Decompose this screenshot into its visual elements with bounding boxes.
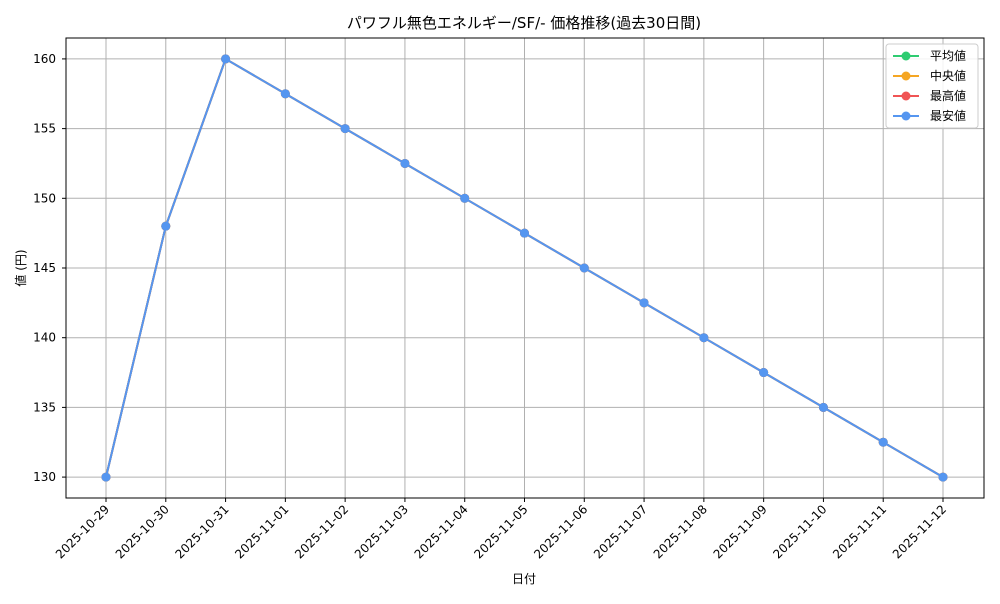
x-tick-label: 2025-10-29	[53, 502, 112, 561]
legend-label: 平均値	[930, 48, 966, 63]
y-tick-label: 135	[33, 400, 56, 414]
x-tick-label: 2025-11-10	[770, 502, 829, 561]
x-tick-label: 2025-11-03	[352, 502, 411, 561]
x-tick-label: 2025-11-01	[232, 502, 291, 561]
y-axis: 130 135 140 145 150 155 160	[33, 52, 66, 484]
x-tick-label: 2025-11-04	[412, 502, 471, 561]
data-point	[161, 221, 171, 231]
x-tick-label: 2025-11-09	[711, 502, 770, 561]
data-point	[699, 333, 709, 343]
data-point	[280, 89, 290, 99]
series-group	[101, 54, 948, 482]
grid	[66, 38, 984, 498]
x-tick-label: 2025-10-31	[172, 502, 231, 561]
legend-label: 中央値	[930, 68, 966, 83]
y-tick-label: 130	[33, 470, 56, 484]
data-point	[759, 368, 769, 378]
y-tick-label: 150	[33, 191, 56, 205]
legend-item: 最高値	[893, 88, 966, 103]
x-axis: 2025-10-29 2025-10-30 2025-10-31 2025-11-01…	[53, 498, 949, 561]
x-axis-label: 日付	[512, 572, 536, 586]
x-tick-label: 2025-10-30	[113, 502, 172, 561]
x-tick-label: 2025-11-05	[471, 502, 530, 561]
legend-marker	[901, 91, 911, 101]
y-tick-label: 140	[33, 331, 56, 345]
x-tick-label: 2025-11-12	[890, 502, 949, 561]
y-tick-label: 155	[33, 122, 56, 136]
series-最安値	[101, 54, 948, 482]
legend-marker	[901, 51, 911, 61]
data-point	[460, 193, 470, 203]
y-tick-label: 160	[33, 52, 56, 66]
x-tick-label: 2025-11-07	[591, 502, 650, 561]
legend-label: 最高値	[930, 88, 966, 103]
data-point	[221, 54, 231, 64]
x-tick-label: 2025-11-08	[651, 502, 710, 561]
legend-label: 最安値	[930, 108, 966, 123]
data-point	[818, 402, 828, 412]
y-tick-label: 145	[33, 261, 56, 275]
legend-box	[885, 43, 979, 129]
data-point	[520, 228, 529, 238]
legend-marker	[901, 111, 911, 121]
legend-item: 中央値	[893, 68, 966, 83]
data-point	[639, 298, 649, 308]
legend-item: 最安値	[893, 108, 966, 123]
legend-marker	[901, 71, 911, 81]
chart-title: パワフル無色エネルギー/SF/- 価格推移(過去30日間)	[347, 14, 701, 32]
data-point	[400, 158, 410, 168]
data-point	[340, 124, 350, 134]
x-tick-label: 2025-11-02	[292, 502, 351, 561]
data-point	[579, 263, 589, 273]
data-point	[101, 472, 111, 482]
y-axis-label: 値 (円)	[13, 249, 28, 286]
legend-item: 平均値	[893, 48, 966, 63]
data-point	[878, 437, 888, 447]
x-tick-label: 2025-11-11	[830, 502, 889, 561]
data-point	[938, 472, 948, 482]
x-tick-label: 2025-11-06	[531, 502, 590, 561]
